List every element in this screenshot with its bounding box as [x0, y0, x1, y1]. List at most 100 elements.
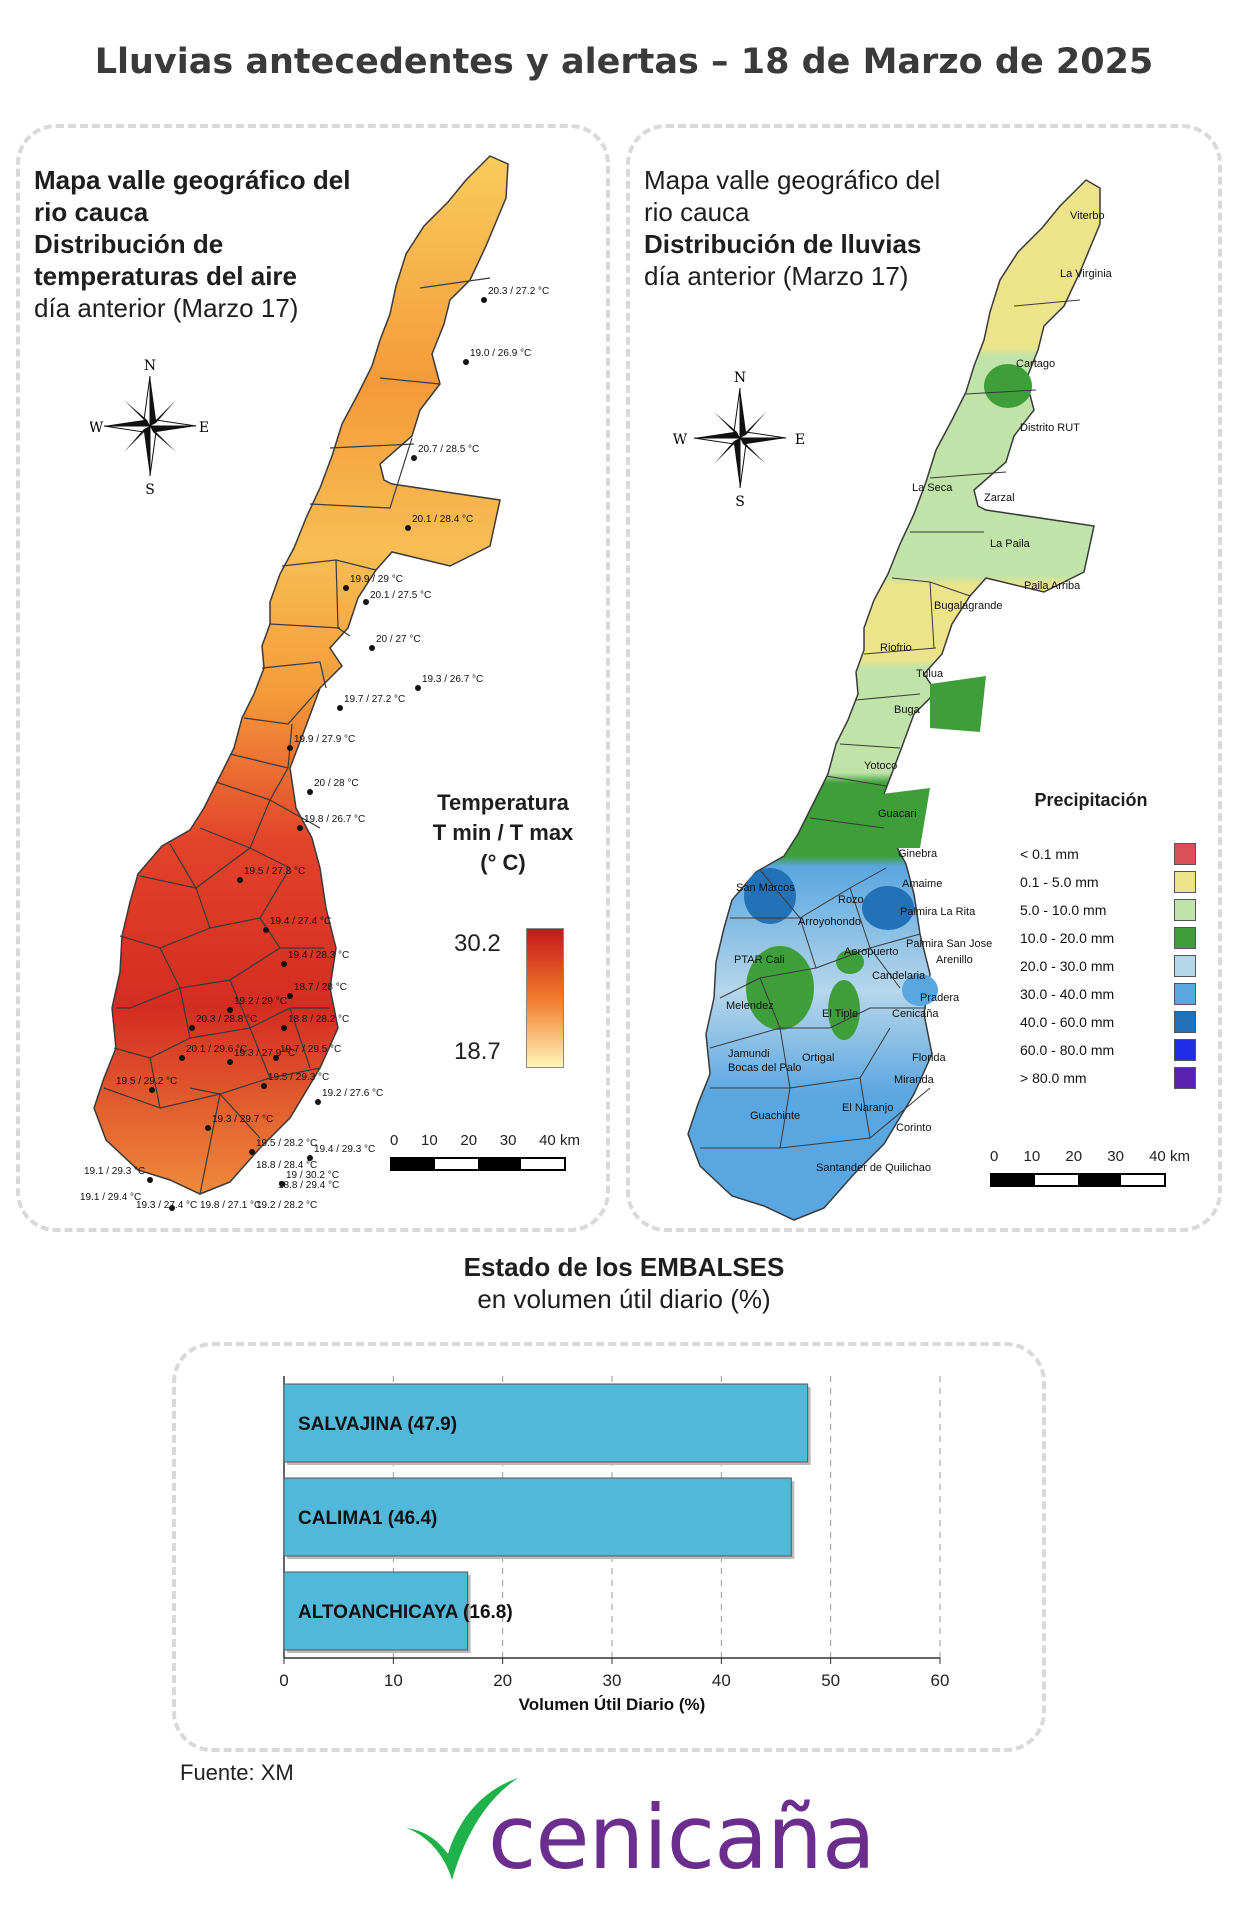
svg-text:E: E	[795, 432, 805, 448]
rain-legend-item: 5.0 - 10.0 mm	[1020, 896, 1196, 924]
place-label: Candelaria	[872, 970, 926, 982]
station-label: 19.2 / 29 °C	[234, 996, 287, 1007]
station-label: 19.5 / 29.2 °C	[116, 1076, 178, 1087]
station-label: 19.3 / 26.7 °C	[422, 674, 484, 685]
station-label: 19.3 / 29.7 °C	[212, 1114, 274, 1125]
place-label: Bugalagrande	[934, 600, 1003, 612]
dams-heading-normal: en volumen útil diario (%)	[477, 1284, 771, 1314]
rain-legend-swatch	[1174, 927, 1196, 949]
scale-label: 20	[1065, 1148, 1083, 1165]
place-label: Riofrio	[880, 642, 912, 654]
station-label: 19.5 / 27.8 °C	[244, 866, 306, 877]
voronoi-cells-temp	[103, 277, 491, 1195]
place-label: Corinto	[896, 1122, 932, 1134]
station-label: 19.9 / 27.9 °C	[294, 734, 356, 745]
svg-text:S: S	[145, 482, 155, 496]
x-tick-label: 0	[279, 1671, 288, 1690]
temperature-map-panel: Mapa valle geográfico del rio cauca Dist…	[16, 124, 610, 1232]
rain-legend-swatch	[1174, 955, 1196, 977]
place-label: Cenicaña	[892, 1008, 939, 1020]
rain-legend-swatch	[1174, 1039, 1196, 1061]
place-label: Zarzal	[984, 492, 1015, 504]
place-label: Palmira La Rita	[900, 906, 976, 918]
place-label: Ortigal	[802, 1052, 835, 1064]
place-label: Florida	[912, 1052, 946, 1064]
scale-label: 30	[1107, 1148, 1124, 1165]
bar-label: SALVAJINA (47.9)	[298, 1414, 457, 1435]
svg-text:E: E	[199, 420, 209, 436]
scale-label: 0	[990, 1148, 999, 1165]
temp-color-ramp	[526, 928, 564, 1068]
station-label: 19.4 / 28.3 °C	[288, 950, 350, 961]
valley-shape-temp	[93, 155, 509, 1195]
rain-heading-line2: rio cauca	[644, 197, 750, 227]
station-label: 19.3 / 27.9 °C	[234, 1048, 296, 1059]
station-label: 18.7 / 28 °C	[294, 982, 347, 993]
cenicana-logo: cenicaña	[400, 1768, 876, 1898]
scale-label: 30	[499, 1132, 517, 1149]
rain-legend-swatch	[1174, 983, 1196, 1005]
rain-heading-line1: Mapa valle geográfico del	[644, 165, 941, 195]
rain-scale-bar: 0 10 20 30 40 km	[990, 1148, 1190, 1187]
station-label: 20 / 27 °C	[376, 634, 421, 645]
station-label: 20.7 / 28.5 °C	[418, 444, 480, 455]
rain-heading-line4: día anterior (Marzo 17)	[644, 261, 909, 291]
place-label: Arenillo	[936, 954, 973, 966]
rain-legend-item: < 0.1 mm	[1020, 840, 1196, 868]
bar	[283, 1477, 792, 1557]
place-label: Cartago	[1016, 358, 1056, 370]
place-label: El Naranjo	[842, 1102, 894, 1114]
temp-heading-line2: rio cauca	[34, 197, 149, 227]
station-label: 19.7 / 29.5 °C	[280, 1044, 342, 1055]
rain-legend-swatch	[1174, 1011, 1196, 1033]
rain-legend-swatch	[1174, 871, 1196, 893]
rain-legend-label: 10.0 - 20.0 mm	[1020, 930, 1115, 946]
scale-label: 40 km	[1149, 1148, 1190, 1165]
place-label: Melendez	[726, 1000, 774, 1012]
place-label: Viterbo	[1070, 210, 1105, 222]
dams-heading-bold: Estado de los EMBALSES	[463, 1252, 785, 1282]
temperature-map	[93, 155, 509, 1211]
place-label: PTAR Cali	[734, 954, 785, 966]
rain-zone-overlays	[744, 364, 1032, 1040]
place-label: Miranda	[894, 1074, 934, 1086]
checkmark-logo-icon	[406, 1778, 518, 1880]
place-label: Ginebra	[898, 848, 938, 860]
scale-label: 0	[390, 1132, 399, 1149]
source-note: Fuente: XM	[180, 1760, 294, 1785]
station-label: 19.1 / 29.3 °C	[84, 1166, 146, 1177]
dams-chart-panel: 0 10 20 30 40 50 60 SALVAJINA (47.9) CALIMA1 (46…	[172, 1342, 1046, 1752]
place-label: Tulua	[916, 668, 944, 680]
x-tick-label: 10	[384, 1671, 403, 1690]
temp-scale-labels: 0 10 20 30 40 km	[390, 1132, 580, 1149]
place-label: Aeropuerto	[844, 946, 899, 958]
rain-heading-line3: Distribución de lluvias	[644, 229, 922, 259]
rain-legend-label: 40.0 - 60.0 mm	[1020, 1014, 1115, 1030]
place-label: Guacari	[878, 808, 917, 820]
page-title: Lluvias antecedentes y alertas – 18 de M…	[94, 42, 1154, 82]
place-label: Santander de Quilichao	[816, 1162, 931, 1174]
place-label: La Paila	[990, 538, 1030, 550]
svg-text:W: W	[90, 420, 104, 436]
bar-label: ALTOANCHICAYA (16.8)	[298, 1602, 513, 1623]
temp-heading-line1: Mapa valle geográfico del	[34, 165, 351, 195]
station-label: 19.9 / 29 °C	[350, 574, 403, 585]
place-label: La Virginia	[1060, 268, 1112, 280]
place-label: Distrito RUT	[1020, 422, 1080, 434]
x-tick-label: 50	[821, 1671, 840, 1690]
station-label: 19.5 / 28.2 °C	[256, 1138, 318, 1149]
place-label: Amaime	[902, 878, 943, 890]
place-label: Guachinte	[750, 1110, 801, 1122]
rain-legend-label: 20.0 - 30.0 mm	[1020, 958, 1115, 974]
place-label: Jamundi	[728, 1048, 770, 1060]
x-axis-label: Volumen Útil Diario (%)	[519, 1695, 706, 1714]
scale-label: 10	[1023, 1148, 1041, 1165]
temp-legend-title-line1: Temperatura	[437, 790, 569, 815]
rain-legend-item: 40.0 - 60.0 mm	[1020, 1008, 1196, 1036]
place-label: Arroyohondo	[798, 916, 861, 928]
station-points	[147, 297, 487, 1211]
station-label: 19.8 / 27.1 °C	[200, 1200, 262, 1211]
temp-heading-line5: día anterior (Marzo 17)	[34, 293, 299, 323]
rain-legend-swatch	[1174, 843, 1196, 865]
dams-bar-chart: 0 10 20 30 40 50 60 SALVAJINA (47.9) CALIMA1 (46…	[279, 1376, 949, 1714]
